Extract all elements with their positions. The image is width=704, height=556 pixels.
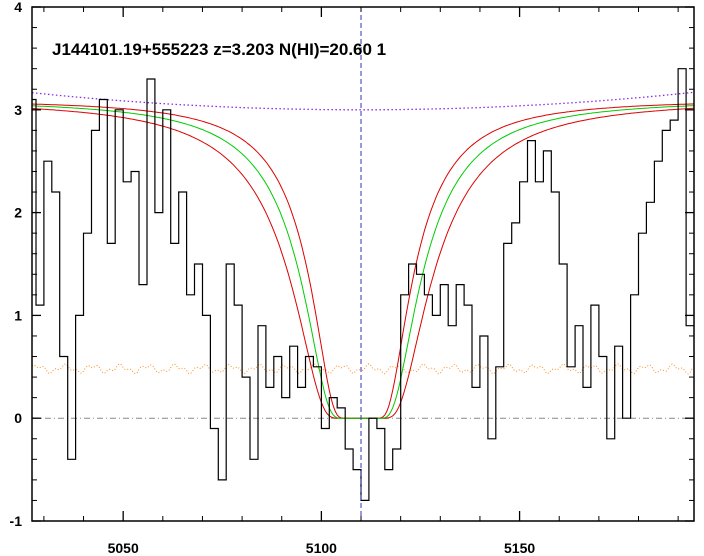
y-tick-label: 0 — [14, 410, 22, 426]
chart-title: J144101.19+555223 z=3.203 N(HI)=20.60 1 — [52, 40, 386, 59]
y-tick-label: 4 — [14, 0, 22, 15]
y-tick-label: 2 — [14, 205, 22, 221]
y-tick-label: -1 — [10, 513, 23, 529]
y-tick-label: 1 — [14, 307, 22, 323]
series-layer — [32, 7, 694, 521]
flux-histogram — [32, 68, 694, 501]
fit-lower-bound — [32, 103, 694, 419]
error-line — [32, 363, 694, 375]
axis-layer: -1 0 1 2 3 4 5050 5100 5150 — [10, 0, 695, 556]
y-tick-label: 3 — [14, 102, 22, 118]
continuum-line — [32, 91, 694, 111]
plot-frame — [31, 6, 695, 522]
fit-upper-bound — [32, 107, 694, 419]
x-tick-label: 5150 — [504, 540, 535, 556]
fit-curve — [32, 105, 694, 419]
x-tick-label: 5050 — [108, 540, 139, 556]
x-tick-label: 5100 — [306, 540, 337, 556]
